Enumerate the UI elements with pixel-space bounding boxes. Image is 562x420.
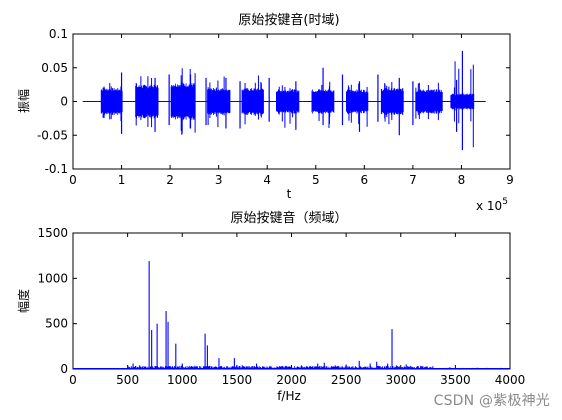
freq-ylabel: 幅度 [16,289,31,313]
y-tick-label: 1000 [37,271,68,285]
x-tick-label: 9 [506,173,514,187]
time-plot-title: 原始按键音(时域) [238,12,339,28]
x-tick-label: 8 [458,173,466,187]
signal-burst [311,81,335,128]
freq-xlabel: f/Hz [277,389,301,403]
x-tick-label: 4000 [495,373,526,387]
frequency-spectrum [72,261,510,369]
x-tick-label: 7 [409,173,417,187]
x-tick-label: 3500 [440,373,471,387]
watermark: CSDN @紫极神光 [433,393,550,409]
x-tick-label: 6 [361,173,369,187]
time-xlabel: t [287,187,292,201]
x-tick-label: 1500 [222,373,253,387]
signal-burst [241,75,264,125]
frequency-domain-plot: 原始按键音（频域） 0 500 1000 1500 0 500 1000 1500 2000 2… [16,210,525,403]
signal-burst [135,76,159,128]
x-tick-label: 5 [312,173,320,187]
exponent-power: 5 [502,197,508,207]
x-tick-label: 0 [69,373,77,387]
x-tick-label: 500 [116,373,139,387]
time-x-axis: 0 1 2 3 4 5 6 7 8 9 [69,34,514,187]
time-domain-plot: 原始按键音(时域) -0.1 -0.05 0 0.05 0.1 0 1 2 3 4 5 6 7 8 9 振… [16,12,514,213]
signal-burst [380,82,404,125]
x-tick-label: 2500 [331,373,362,387]
signal-burst-fill [207,88,231,115]
signal-burst [450,61,475,148]
time-series-signal [82,50,486,151]
signal-burst [346,83,369,127]
freq-y-axis: 0 500 1000 1500 [37,226,510,376]
y-tick-label: 0.1 [49,27,68,41]
time-y-axis: -0.1 -0.05 0 0.05 0.1 [37,27,510,176]
y-tick-label: 0.05 [41,61,68,75]
y-tick-label: -0.05 [37,128,68,142]
x-tick-label: 2000 [276,373,307,387]
x-tick-label: 2 [166,173,174,187]
x-tick-label: 3 [215,173,223,187]
x-tick-label: 0 [69,173,77,187]
signal-burst-fill [170,82,196,121]
y-tick-label: 0 [60,362,68,376]
y-tick-label: -0.1 [45,162,68,176]
signal-burst-fill [346,89,369,114]
time-ylabel: 振幅 [16,89,31,113]
y-tick-label: 0 [60,95,68,109]
signal-burst [100,82,123,121]
exponent-base: x 10 [476,199,502,213]
x-tick-label: 4 [263,173,271,187]
y-tick-label: 1500 [37,226,68,240]
signal-burst [415,82,443,121]
signal-burst [207,76,231,128]
x-tick-label: 1 [118,173,126,187]
freq-plot-title: 原始按键音（频域） [230,210,347,226]
freq-plot-axes [72,232,511,370]
y-tick-label: 500 [45,317,68,331]
signal-burst [276,85,300,128]
time-x-exponent-label: x 105 [476,197,508,213]
x-tick-label: 1000 [167,373,198,387]
x-tick-label: 3000 [385,373,416,387]
